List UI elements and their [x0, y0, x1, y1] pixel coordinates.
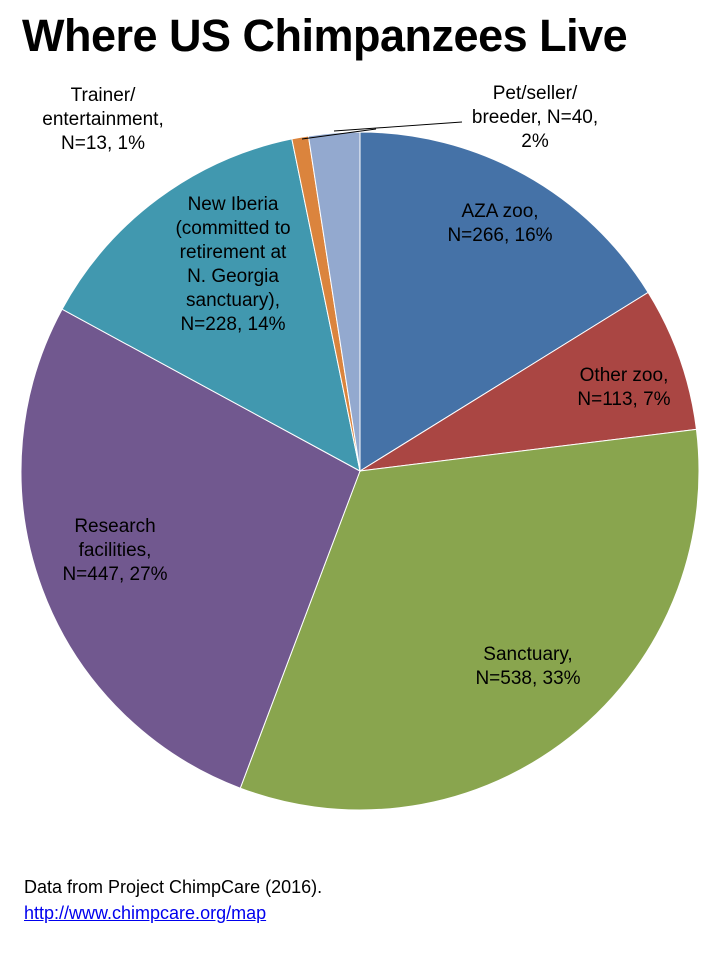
data-label-aza-zoo: AZA zoo, N=266, 16%: [447, 201, 553, 246]
pie-slice-new-iberia-committed-to-retirement-at-n-georgia-sanctuary: [61, 138, 361, 472]
pie-slice-research-facilities: [20, 308, 361, 789]
source-text: Data from Project ChimpCare (2016).: [24, 877, 323, 897]
leader-line-pet: [333, 121, 463, 132]
chart-title: Where US Chimpanzees Live: [22, 10, 628, 61]
data-label-research: Research facilities, N=447, 27%: [62, 516, 168, 585]
pie-slice-sanctuary: [239, 428, 700, 811]
leader-line-trainer: [301, 128, 377, 140]
data-label-new-iberia: New Iberia (committed to retirement at N…: [175, 194, 291, 335]
source-note: Data from Project ChimpCare (2016). http…: [24, 874, 322, 926]
source-link[interactable]: http://www.chimpcare.org/map: [24, 903, 267, 923]
data-label-sanctuary: Sanctuary, N=538, 33%: [475, 644, 581, 689]
pie-slice-other-zoo: [359, 291, 697, 472]
pie-slice-aza-zoo: [359, 131, 649, 472]
data-label-other-zoo: Other zoo, N=113, 7%: [577, 365, 671, 410]
data-label-pet: Pet/seller/ breeder, N=40, 2%: [471, 83, 599, 152]
data-label-trainer: Trainer/ entertainment, N=13, 1%: [42, 85, 164, 154]
pie-slice-pet-seller-breeder: [307, 131, 361, 472]
